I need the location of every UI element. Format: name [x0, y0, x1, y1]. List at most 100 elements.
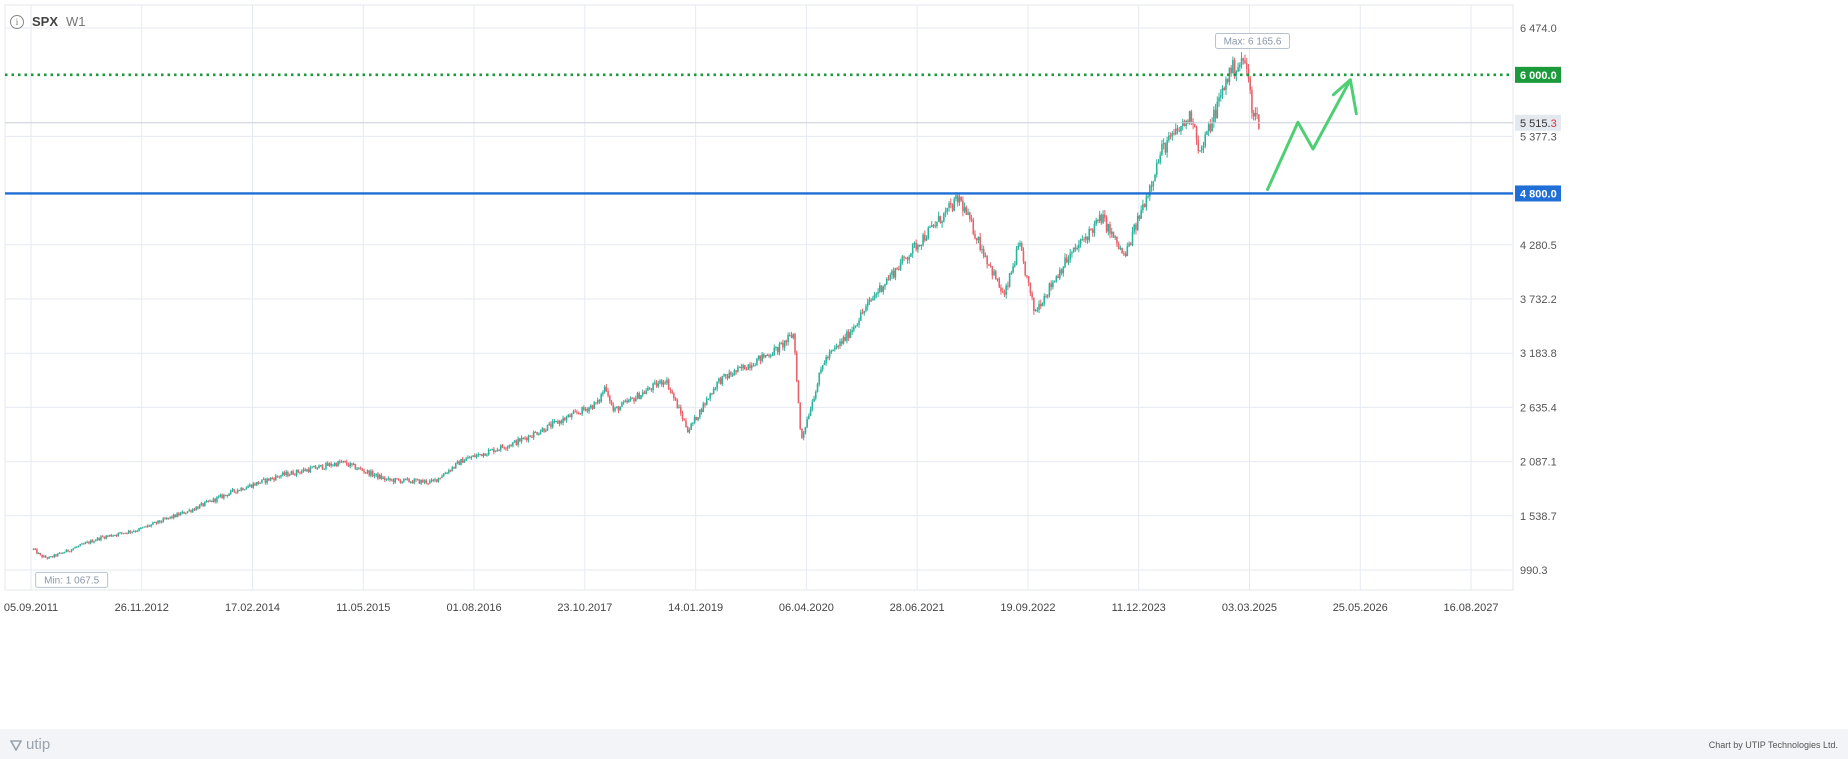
candle-body [148, 525, 151, 527]
candle-body [1079, 239, 1082, 245]
candle-body [1109, 224, 1111, 234]
horizontal-levels[interactable]: 6 000.0 4 800.0 5 515.3 [5, 66, 1561, 202]
candle-body [273, 478, 275, 481]
candle-body [1218, 97, 1220, 102]
candle-body [479, 454, 481, 456]
candle-body [754, 365, 757, 367]
candle-body [223, 494, 225, 499]
candle-body [780, 342, 782, 344]
candle-body [1034, 310, 1037, 312]
candle-body [333, 463, 336, 466]
x-tick-label: 28.06.2021 [890, 602, 945, 614]
candle-body [460, 458, 462, 465]
time-axis: 05.09.2011 26.11.2012 17.02.2014 11.05.2015… [4, 602, 1499, 614]
candle-body [411, 481, 414, 484]
candle-body [972, 219, 975, 234]
price-axis: 6 474.0 5 377.3 4 280.5 3 732.2 3 183.8 2 635… [1520, 23, 1557, 577]
candle-body [197, 507, 199, 509]
candle-body [539, 431, 542, 434]
candle-body [1240, 58, 1243, 65]
candle-body [1020, 242, 1023, 251]
candle-body [1237, 67, 1239, 72]
candle-body [302, 469, 305, 472]
candle-body [645, 390, 647, 394]
candle-body [351, 463, 353, 465]
candle-body [531, 436, 533, 438]
symbol-label[interactable]: SPX [32, 14, 59, 29]
candle-body [146, 525, 149, 527]
candle-body [880, 285, 883, 292]
candle-body [617, 406, 620, 411]
candle-body [347, 464, 350, 467]
candle-body [1062, 267, 1065, 274]
candle-body [527, 435, 530, 441]
candle-body [846, 331, 848, 341]
candle-body [896, 268, 898, 270]
candle-body [74, 547, 76, 549]
candle-body [133, 531, 135, 533]
candle-body [475, 455, 478, 458]
candle-body [970, 219, 973, 221]
candle-body [294, 474, 296, 476]
candle-body [1195, 126, 1198, 140]
candle-body [387, 478, 390, 480]
candle-body [1187, 120, 1189, 124]
candle-body [1067, 259, 1070, 263]
candle-body [77, 545, 80, 547]
candle-body [72, 548, 75, 550]
timeframe-label[interactable]: W1 [66, 14, 86, 29]
candle-body [306, 469, 308, 472]
candle-body [825, 357, 827, 363]
x-tick-label: 23.10.2017 [557, 602, 612, 614]
candle-body [44, 555, 47, 558]
candle-body [307, 469, 310, 473]
candle-body [224, 494, 227, 496]
y-tick-label: 6 474.0 [1520, 23, 1557, 35]
candle-body [941, 221, 943, 224]
chart-header: i SPX W1 [10, 14, 86, 29]
candle-body [226, 495, 229, 497]
candle-body [152, 522, 154, 525]
candle-body [1140, 209, 1142, 219]
candle-body [1147, 196, 1149, 198]
candle-body [830, 350, 833, 353]
candle-body [790, 335, 793, 338]
candle-body [505, 448, 507, 450]
candle-body [588, 407, 590, 412]
candle-body [962, 200, 964, 212]
candle-body [75, 546, 78, 548]
candle-body [984, 256, 987, 258]
candle-body [903, 256, 905, 258]
candle-body [420, 480, 422, 484]
candle-body [371, 471, 374, 477]
info-icon[interactable]: i [10, 14, 24, 29]
candle-body [377, 473, 379, 479]
candle-body [380, 475, 383, 479]
x-tick-label: 25.05.2026 [1333, 602, 1388, 614]
candle-body [1245, 63, 1248, 69]
candle-body [801, 428, 803, 438]
candle-body [139, 527, 142, 529]
candle-body [737, 367, 739, 372]
candle-body [908, 256, 911, 260]
candle-body [709, 393, 712, 399]
candle-body [681, 413, 684, 420]
extreme-markers: Max: 6 165.6 Min: 1 067.5 [35, 32, 1291, 588]
candle-body [216, 497, 218, 502]
brand-logo[interactable]: utip [10, 736, 50, 753]
candle-body [444, 473, 447, 475]
price-chart[interactable]: 6 000.0 4 800.0 5 515.3 Max: 6 165.6 Min: 1… [0, 0, 1848, 729]
candle-body [811, 401, 814, 410]
candle-body [1178, 130, 1181, 132]
candle-body [726, 376, 729, 379]
candle-body [823, 362, 826, 366]
candle-body [430, 479, 433, 481]
candle-body [1097, 219, 1099, 221]
candle-body [557, 421, 559, 424]
candle-body [647, 387, 649, 391]
candle-body [86, 541, 88, 543]
candle-body [834, 347, 836, 350]
candle-body [1239, 64, 1241, 68]
candle-body [480, 454, 483, 457]
candle-body [1012, 266, 1014, 273]
